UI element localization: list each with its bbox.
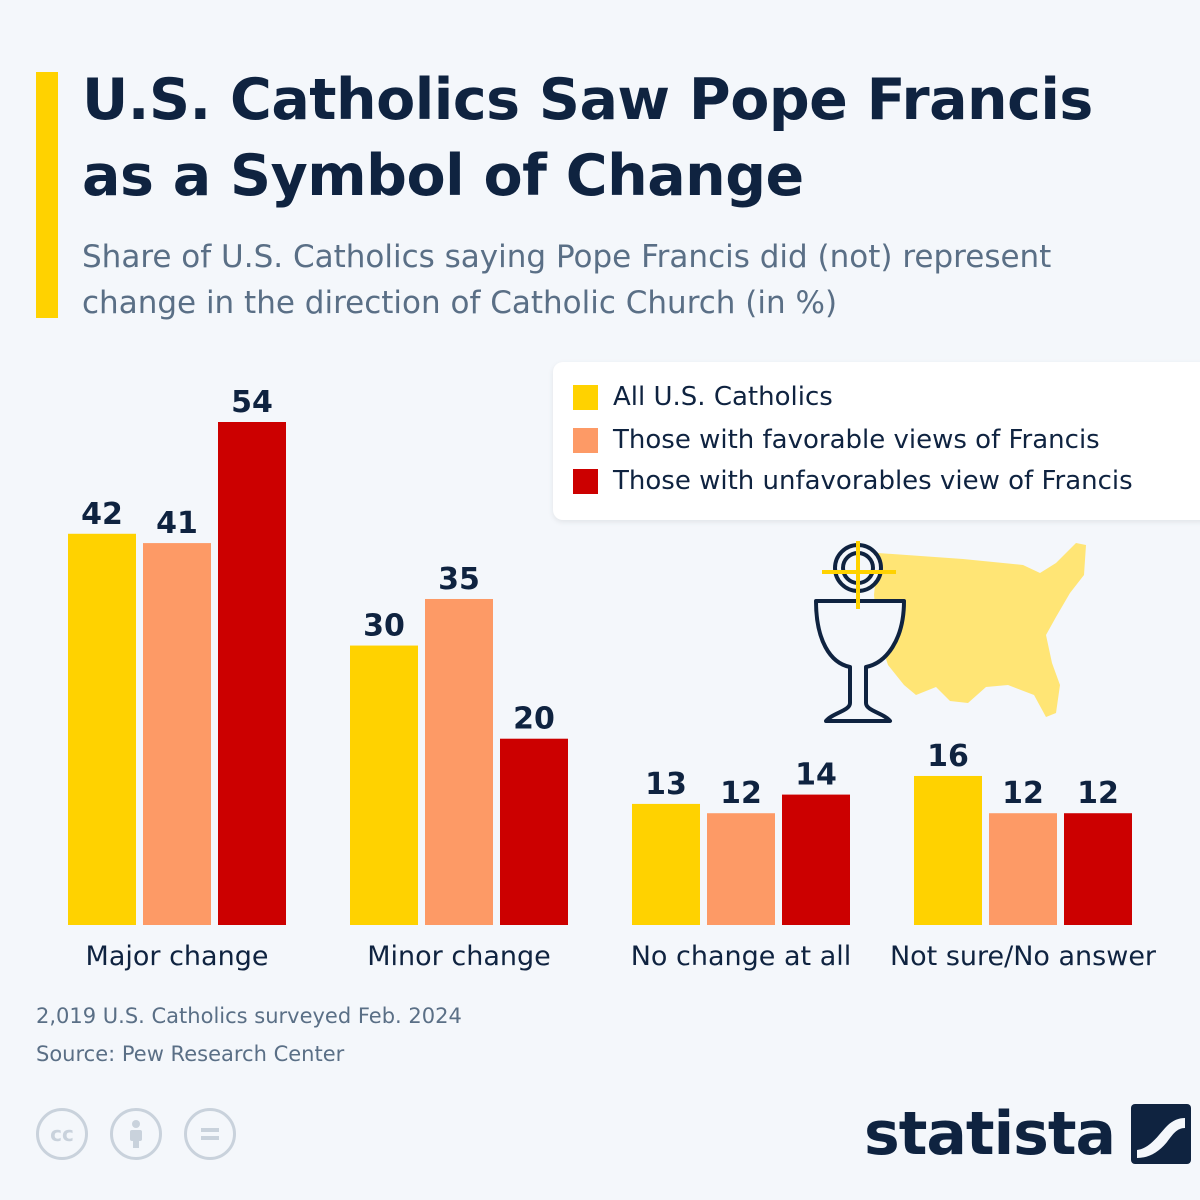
category-label-not-sure-no-answer: Not sure/No answer	[890, 941, 1157, 972]
category-label-no-change-at-all: No change at all	[631, 941, 852, 972]
value-label-major-change-series-2: 41	[156, 506, 198, 541]
value-label-no-change-at-all-series-1: 13	[645, 767, 687, 802]
cross-icon	[822, 541, 896, 609]
value-labels-layer: 42 41 54 30 35 20 13 12 14 16 12 12	[81, 385, 1119, 811]
value-label-not-sure-no-answer-series-1: 16	[927, 739, 969, 774]
person-icon	[130, 1120, 142, 1148]
legend-label-unfavorable: Those with unfavorables view of Francis	[613, 466, 1133, 496]
bar-no-change-at-all-series-1	[632, 803, 700, 925]
chart-title: U.S. Catholics Saw Pope Francis as a Sym…	[82, 67, 1093, 209]
equals-icon	[201, 1128, 219, 1140]
value-label-minor-change-series-2: 35	[438, 562, 480, 597]
value-label-no-change-at-all-series-3: 14	[795, 758, 837, 793]
value-label-major-change-series-1: 42	[81, 497, 123, 532]
legend-item-unfavorable: Those with unfavorables view of Francis	[573, 466, 1133, 496]
bar-no-change-at-all-series-3	[782, 794, 850, 925]
legend-swatch-favorable	[573, 427, 598, 453]
legend-label-favorable: Those with favorable views of Francis	[613, 425, 1100, 455]
category-label-minor-change: Minor change	[367, 941, 550, 972]
statista-logo-icon	[1131, 1104, 1192, 1164]
brand-wordmark: statista	[864, 1099, 1116, 1169]
bar-not-sure-no-answer-series-3	[1064, 813, 1132, 925]
us-map-shape	[874, 543, 1086, 717]
legend-swatch-all	[573, 384, 598, 410]
bar-major-change-series-2	[143, 543, 211, 925]
bar-not-sure-no-answer-series-2	[989, 813, 1057, 925]
legend-item-favorable: Those with favorable views of Francis	[573, 425, 1100, 455]
bar-chart: 42 41 54 30 35 20 13 12 14 16 12 12 Major change Min…	[68, 385, 1157, 972]
bar-not-sure-no-answer-series-1	[914, 775, 982, 925]
statista-logo[interactable]: statista	[864, 1094, 1192, 1174]
value-label-no-change-at-all-series-2: 12	[720, 776, 762, 811]
bar-major-change-series-3	[218, 422, 286, 925]
by-icon[interactable]	[110, 1108, 162, 1160]
value-label-major-change-series-3: 54	[231, 385, 273, 420]
category-labels-layer: Major change Minor change No change at all…	[86, 941, 1157, 972]
value-label-minor-change-series-1: 30	[363, 609, 405, 644]
nd-icon[interactable]	[184, 1108, 236, 1160]
bars-layer	[68, 422, 1132, 925]
value-label-minor-change-series-3: 20	[513, 702, 555, 737]
bar-major-change-series-1	[68, 533, 136, 925]
legend-item-all: All U.S. Catholics	[573, 382, 833, 412]
chart-legend: All U.S. Catholics Those with favorable …	[553, 362, 1200, 520]
bar-minor-change-series-1	[350, 645, 418, 925]
cc-icon[interactable]: cc	[36, 1108, 88, 1160]
legend-swatch-unfavorable	[573, 468, 598, 494]
source-note: Source: Pew Research Center	[36, 1042, 345, 1066]
bar-minor-change-series-2	[425, 598, 493, 925]
bar-no-change-at-all-series-2	[707, 813, 775, 925]
chalice-map-illustration	[814, 541, 1086, 723]
category-label-major-change: Major change	[86, 941, 269, 972]
value-label-not-sure-no-answer-series-3: 12	[1077, 776, 1119, 811]
survey-note: 2,019 U.S. Catholics surveyed Feb. 2024	[36, 1004, 462, 1028]
bar-minor-change-series-3	[500, 738, 568, 925]
legend-label-all: All U.S. Catholics	[613, 382, 833, 412]
chart-subtitle: Share of U.S. Catholics saying Pope Fran…	[82, 239, 1052, 321]
title-accent-bar	[36, 72, 58, 318]
value-label-not-sure-no-answer-series-2: 12	[1002, 776, 1044, 811]
